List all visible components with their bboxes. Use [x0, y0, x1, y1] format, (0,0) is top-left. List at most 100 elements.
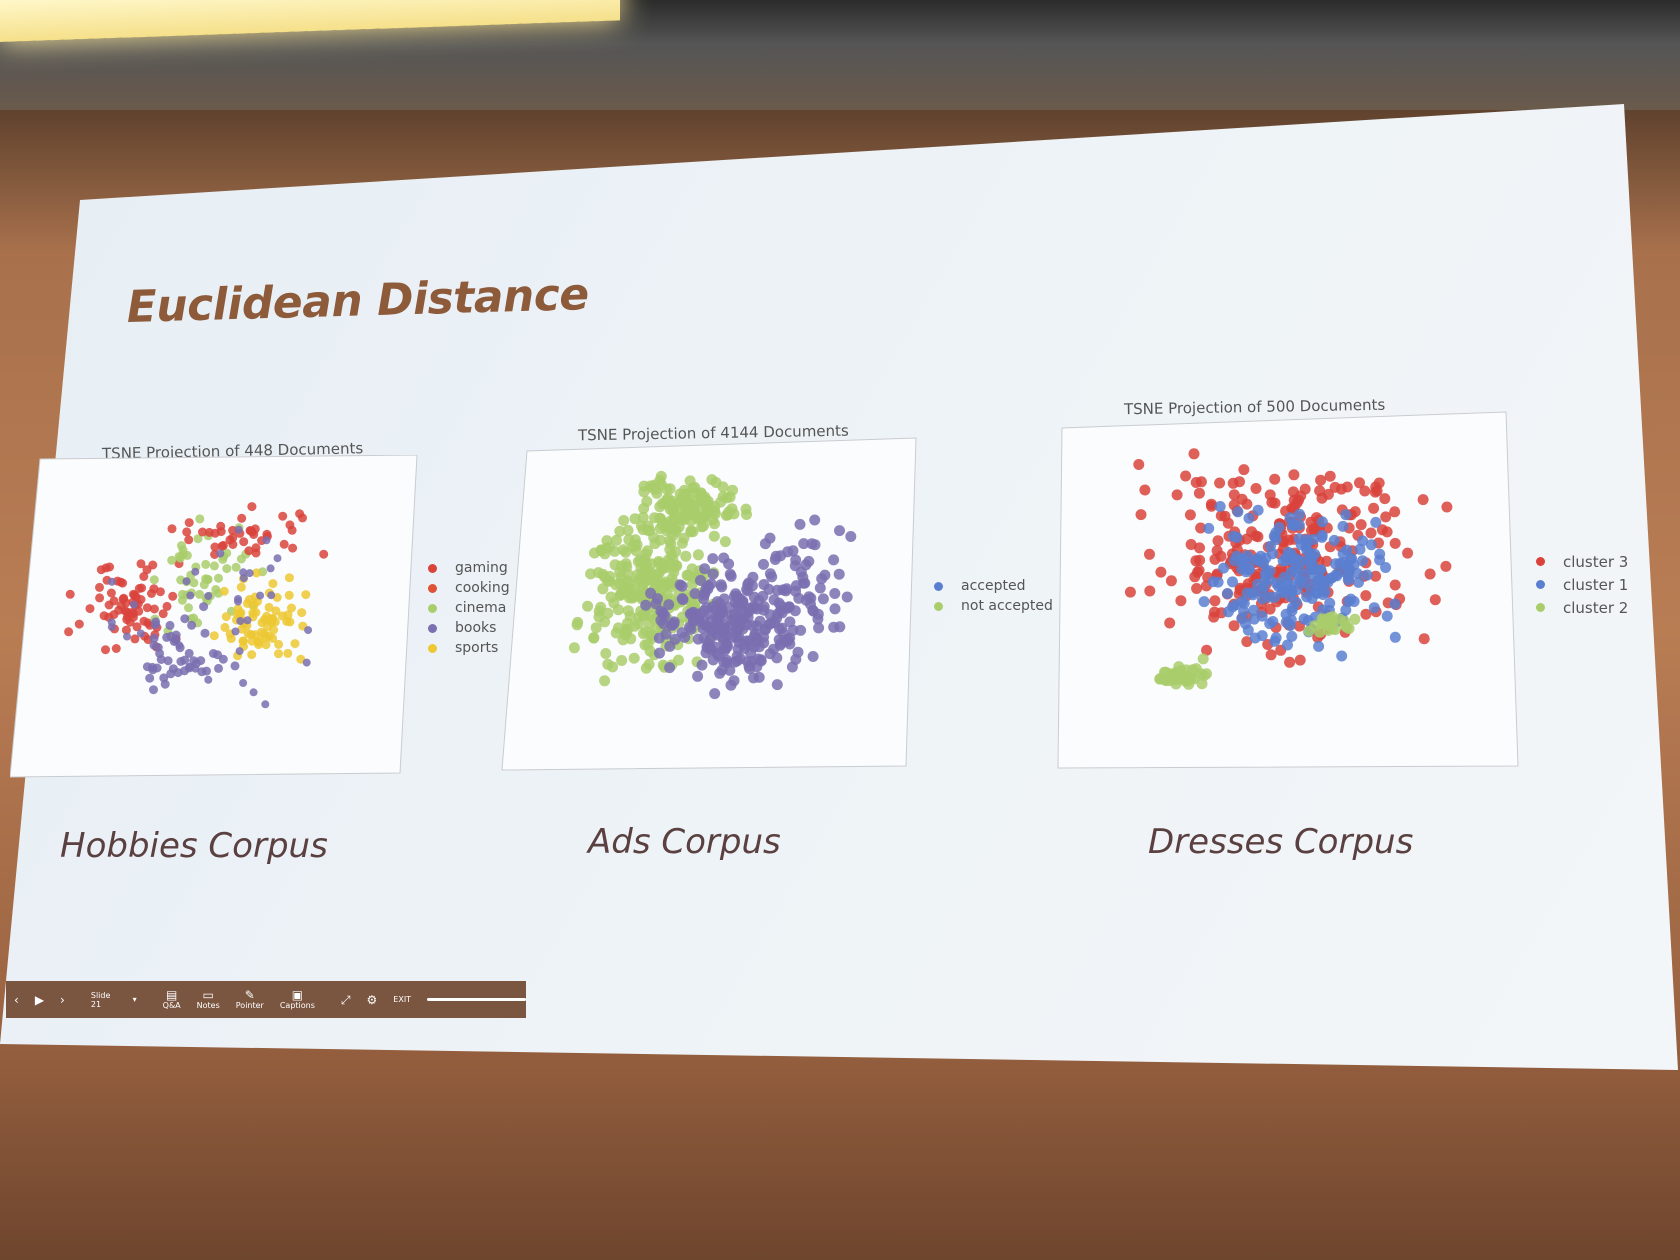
scatter-point — [1183, 678, 1195, 690]
scatter-point — [252, 568, 262, 578]
scatter-point — [649, 479, 661, 491]
scatter-point — [204, 527, 214, 537]
scatter-point — [1417, 494, 1429, 506]
scatter-point — [1263, 591, 1275, 603]
scatter-point — [245, 526, 255, 536]
scatter-point — [585, 568, 597, 580]
next-slide-icon[interactable]: › — [60, 992, 65, 1007]
scatter-point — [185, 662, 194, 671]
scatter-point — [589, 547, 600, 559]
scatter-point — [178, 545, 188, 555]
scatter-point — [193, 534, 203, 544]
scatter-point — [125, 617, 135, 627]
scatter-point — [189, 578, 199, 588]
scatter-point — [631, 539, 643, 551]
scatter-point — [1236, 563, 1248, 575]
scatter-point — [1214, 477, 1226, 489]
scatter-point — [692, 670, 704, 682]
scatter-point — [1219, 510, 1231, 522]
scatter-point — [1336, 650, 1348, 662]
scatter-point — [612, 622, 624, 634]
scatter-point — [624, 576, 636, 588]
scatter-point — [614, 590, 626, 601]
scatter-point — [775, 605, 787, 617]
scatter-point — [1284, 656, 1296, 668]
corpus-label-hobbies: Hobbies Corpus — [60, 826, 328, 866]
qa-button[interactable]: ▤ Q&A — [163, 989, 181, 1010]
scatter-point — [85, 604, 95, 614]
scatter-point — [638, 577, 650, 589]
scatter-point — [640, 548, 652, 560]
scatter-point — [798, 577, 810, 589]
legend-item: cluster 1 — [1536, 573, 1628, 596]
fullscreen-icon[interactable]: ⤢ — [340, 992, 351, 1007]
scatter-point — [269, 625, 279, 635]
scatter-point — [781, 583, 793, 595]
scatter-point — [236, 582, 246, 592]
scatter-point — [794, 518, 806, 530]
scatter-point — [629, 513, 641, 525]
scatter-point — [239, 568, 248, 577]
notes-button[interactable]: ▭ Notes — [197, 989, 220, 1010]
scatter-point — [111, 644, 121, 653]
legend-marker — [428, 603, 437, 613]
scatter-point — [277, 611, 287, 621]
scatter-point — [1315, 574, 1327, 586]
scatter-point — [1316, 531, 1328, 543]
exit-button[interactable]: EXIT — [393, 995, 411, 1004]
scatter-point — [136, 559, 146, 569]
scatter-point — [745, 647, 757, 659]
scatter-point — [654, 534, 666, 546]
scatter-point — [268, 614, 278, 623]
legend-marker — [428, 563, 437, 573]
scatter-point — [1241, 498, 1253, 510]
scatter-point — [748, 672, 759, 684]
scatter-point — [149, 575, 159, 585]
scatter-point — [686, 579, 698, 590]
scatter-point — [687, 608, 699, 619]
scatter-point — [784, 616, 796, 628]
scatter-point — [1429, 594, 1441, 606]
scatter-point — [297, 608, 307, 618]
scatter-point — [1269, 497, 1281, 509]
slide-selector[interactable]: Slide 21 ▾ — [91, 991, 137, 1009]
scatter-point — [187, 620, 197, 630]
scatter-point — [636, 520, 647, 532]
scatter-point — [184, 648, 194, 658]
scatter-point — [1248, 604, 1260, 616]
legend-ads: accepted not accepted — [934, 576, 1053, 616]
play-icon[interactable]: ▶ — [34, 992, 45, 1007]
scatter-point — [283, 648, 293, 658]
scatter-point — [670, 513, 682, 525]
scatter-point — [1203, 522, 1215, 534]
scatter-point — [758, 558, 769, 570]
captions-button[interactable]: ▣ Captions — [280, 989, 315, 1010]
scatter-point — [152, 663, 162, 673]
scatter-point — [707, 568, 719, 580]
scatter-hobbies — [10, 455, 418, 778]
scatter-point — [655, 470, 667, 482]
scatter-point — [287, 603, 296, 613]
scatter-point — [638, 609, 650, 620]
scatter-point — [637, 511, 649, 523]
pointer-button[interactable]: ✎ Pointer — [236, 989, 264, 1010]
volume-slider[interactable] — [427, 998, 526, 1001]
scatter-point — [168, 591, 178, 601]
scatter-point — [795, 624, 807, 636]
scatter-point — [619, 629, 631, 640]
scatter-point — [664, 662, 676, 674]
scatter-point — [1247, 587, 1258, 599]
prev-slide-icon[interactable]: ‹ — [14, 992, 19, 1007]
legend-item: sports — [428, 638, 510, 658]
gear-icon[interactable]: ⚙ — [366, 992, 378, 1007]
scatter-point — [151, 617, 161, 627]
scatter-point — [1287, 601, 1299, 613]
scatter-point — [696, 659, 708, 671]
scatter-point — [1236, 613, 1248, 624]
scatter-dresses — [1057, 411, 1519, 769]
pointer-icon: ✎ — [244, 988, 255, 1002]
scatter-point — [1284, 512, 1296, 524]
scatter-point — [180, 655, 190, 665]
scatter-point — [1348, 596, 1360, 607]
scatter-point — [247, 636, 257, 646]
